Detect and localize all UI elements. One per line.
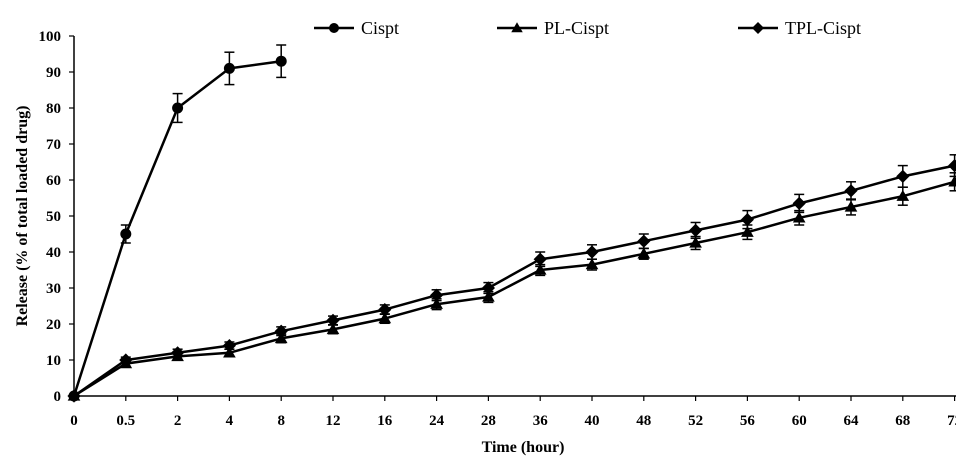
legend-item-TPL-Cispt: TPL-Cispt <box>738 18 861 38</box>
legend-label-TPL-Cispt: TPL-Cispt <box>785 18 861 38</box>
line-PL-Cispt <box>73 180 955 398</box>
point-TPL-Cispt-56 <box>740 213 754 227</box>
line-TPL-Cispt <box>73 164 955 398</box>
x-tick-label-8: 8 <box>277 413 285 429</box>
x-tick-label-0.5: 0.5 <box>116 413 135 429</box>
x-tick-label-72: 72 <box>947 413 956 429</box>
legend-label-PL-Cispt: PL-Cispt <box>544 18 609 38</box>
y-tick-label-50: 50 <box>46 209 61 225</box>
point-TPL-Cispt-48 <box>637 234 651 248</box>
y-tick-label-90: 90 <box>46 65 61 81</box>
y-tick-label-40: 40 <box>46 245 61 261</box>
legend-marker-TPL-Cispt <box>752 22 764 34</box>
x-axis-title: Time (hour) <box>482 439 565 456</box>
point-TPL-Cispt-72 <box>948 159 956 173</box>
x-tick-label-68: 68 <box>895 413 910 429</box>
point-PL-Cispt-52 <box>689 236 702 248</box>
y-tick-label-0: 0 <box>54 389 62 405</box>
point-TPL-Cispt-60 <box>792 196 806 210</box>
y-tick-label-80: 80 <box>46 101 61 117</box>
point-TPL-Cispt-28 <box>481 281 495 295</box>
point-PL-Cispt-16 <box>378 312 392 324</box>
point-PL-Cispt-36 <box>533 263 547 275</box>
y-axis-title: Release (% of total loaded drug) <box>14 106 31 327</box>
y-tick-label-60: 60 <box>46 173 61 189</box>
legend-label-Cispt: Cispt <box>361 18 399 38</box>
point-TPL-Cispt-24 <box>430 288 444 302</box>
y-tick-label-10: 10 <box>46 353 61 369</box>
point-TPL-Cispt-4 <box>222 339 236 353</box>
point-TPL-Cispt-2 <box>171 346 185 360</box>
point-PL-Cispt-12 <box>326 323 340 335</box>
x-tick-label-12: 12 <box>326 413 341 429</box>
point-PL-Cispt-68 <box>896 189 910 201</box>
point-TPL-Cispt-16 <box>378 303 392 317</box>
x-tick-label-28: 28 <box>481 413 496 429</box>
point-TPL-Cispt-12 <box>326 313 340 327</box>
legend: Cispt PL-Cispt TPL-Cispt <box>314 18 861 38</box>
point-PL-Cispt-24 <box>430 297 443 309</box>
x-tick-label-4: 4 <box>226 413 234 429</box>
x-tick-label-52: 52 <box>688 413 703 429</box>
series-PL-Cispt <box>67 172 956 401</box>
point-PL-Cispt-48 <box>637 247 651 259</box>
point-PL-Cispt-40 <box>585 258 599 270</box>
legend-item-PL-Cispt: PL-Cispt <box>497 18 609 38</box>
x-tick-label-64: 64 <box>844 413 860 429</box>
point-Cispt-0.5 <box>120 228 132 240</box>
x-tick-label-0: 0 <box>70 413 78 429</box>
y-tick-label-20: 20 <box>46 317 61 333</box>
y-tick-label-30: 30 <box>46 281 61 297</box>
point-Cispt-4 <box>223 62 235 74</box>
series-TPL-Cispt <box>67 154 956 403</box>
point-Cispt-2 <box>172 102 184 114</box>
x-tick-label-60: 60 <box>792 413 807 429</box>
legend-marker-PL-Cispt <box>511 22 523 33</box>
point-PL-Cispt-64 <box>844 200 858 212</box>
legend-marker-Cispt <box>329 23 339 33</box>
x-tick-label-24: 24 <box>429 413 445 429</box>
legend-item-Cispt: Cispt <box>314 18 399 38</box>
point-TPL-Cispt-0 <box>67 389 81 403</box>
point-TPL-Cispt-68 <box>896 169 910 183</box>
point-TPL-Cispt-0.5 <box>119 353 133 367</box>
x-tick-label-2: 2 <box>174 413 182 429</box>
x-tick-label-56: 56 <box>740 413 756 429</box>
point-PL-Cispt-56 <box>741 225 754 237</box>
point-TPL-Cispt-52 <box>689 223 703 237</box>
point-PL-Cispt-60 <box>792 211 806 223</box>
x-tick-label-36: 36 <box>533 413 549 429</box>
point-PL-Cispt-28 <box>482 290 495 302</box>
y-tick-label-70: 70 <box>46 137 61 153</box>
y-tick-label-100: 100 <box>39 29 62 45</box>
point-TPL-Cispt-64 <box>844 184 858 198</box>
point-TPL-Cispt-8 <box>274 324 288 338</box>
point-TPL-Cispt-40 <box>585 245 599 259</box>
series-layer <box>67 44 956 403</box>
x-tick-label-16: 16 <box>377 413 393 429</box>
x-tick-label-40: 40 <box>585 413 600 429</box>
point-Cispt-8 <box>275 55 287 67</box>
x-tick-label-48: 48 <box>636 413 651 429</box>
point-PL-Cispt-72 <box>948 175 956 187</box>
point-TPL-Cispt-36 <box>533 252 547 266</box>
